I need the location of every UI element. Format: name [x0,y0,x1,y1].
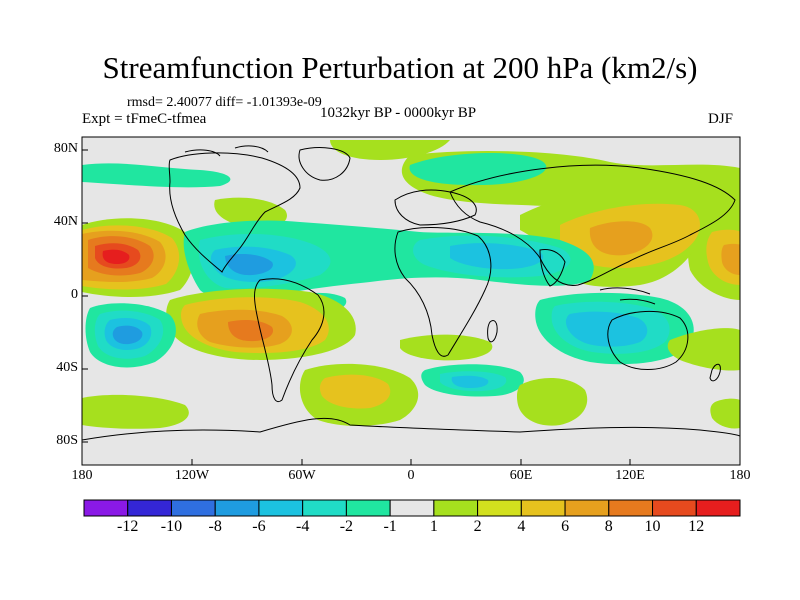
contour-region [516,378,588,426]
colorbar-label: -10 [160,518,183,535]
contour-region [589,221,653,256]
contour-region [667,328,740,371]
contour-region [400,334,493,361]
coastline-greenland [298,147,351,181]
colorbar-swatch [345,499,391,517]
contour-region [112,325,143,345]
colorbar-swatch [127,499,172,517]
plot-title: Streamfunction Perturbation at 200 hPa (… [102,50,698,85]
coastline-indonesia [599,287,656,305]
colorbar-swatch [433,499,479,517]
ytick-label: 80N [53,141,78,156]
colorbar-swatch [214,499,260,517]
colorbar-label: 4 [517,518,526,535]
coastline-india [539,249,566,287]
experiment-label: Expt = tFmeC-tfmea [82,111,207,127]
xtick-label: 60E [509,468,533,483]
xtick-label: 180 [729,468,751,483]
period-label: 1032kyr BP - 0000kyr BP [320,105,477,121]
xtick-label: 180 [71,468,93,483]
colorbar-swatch [302,499,347,517]
colorbar-swatch [564,499,610,517]
colorbar-swatch [608,499,654,517]
season-label: DJF [708,111,734,127]
colorbar-label: -6 [252,518,266,535]
coastline-australia [607,310,689,370]
colorbar-label: -12 [117,518,139,535]
colorbar-label: 1 [429,518,438,535]
coastline-arctic [184,145,269,157]
colorbar-swatch [258,499,304,517]
contour-region [225,254,273,276]
colorbar-swatch [389,499,435,517]
colorbar-label: 6 [561,518,570,535]
contour-region [451,375,489,388]
colorbar-label: 10 [644,518,661,535]
coastline-new-zealand [709,363,721,382]
xtick-label: 120E [615,468,645,483]
ytick-label: 40S [56,360,78,375]
contour-region [450,243,544,270]
coastline-europe [394,189,477,226]
coastline-asia [449,164,736,286]
colorbar-swatch [170,499,216,517]
contour-fills [82,140,740,429]
colorbar-label: -8 [208,518,222,535]
contour-region [710,398,740,429]
xtick-label: 0 [407,468,415,483]
ytick-label: 0 [71,287,78,302]
colorbar-swatch [520,499,566,517]
colorbar-label: 2 [473,518,482,535]
contour-region [721,243,740,275]
coastline-south-america [254,278,325,403]
colorbar-label: -2 [339,518,354,535]
xtick-label: 120W [174,468,210,483]
colorbar-swatch [652,499,697,517]
colorbar-swatch [83,499,129,517]
coastlines [82,145,740,441]
contour-region [82,163,231,188]
axis-ticks [82,149,631,465]
contour-region [330,140,450,160]
coastline-africa [394,227,492,357]
contour-region [409,153,547,186]
coastline-antarctica [82,417,740,441]
colorbar [83,499,741,517]
ytick-label: 40N [53,214,78,229]
contour-region [102,249,130,264]
colorbar-label: -1 [383,518,397,535]
coastline-north-america [168,152,301,273]
stats-text: rmsd= 2.40077 diff= -1.01393e-09 [127,95,322,110]
contour-region [565,311,648,347]
xtick-label: 60W [288,468,316,483]
coastline-madagascar [487,319,498,343]
contour-region [319,374,391,409]
colorbar-label: -4 [295,518,310,535]
colorbar-swatch [695,499,741,517]
contour-region [82,394,189,429]
ytick-label: 80S [56,433,78,448]
colorbar-label: 12 [688,518,705,535]
colorbar-label: 8 [604,518,613,535]
colorbar-swatch [477,499,522,517]
